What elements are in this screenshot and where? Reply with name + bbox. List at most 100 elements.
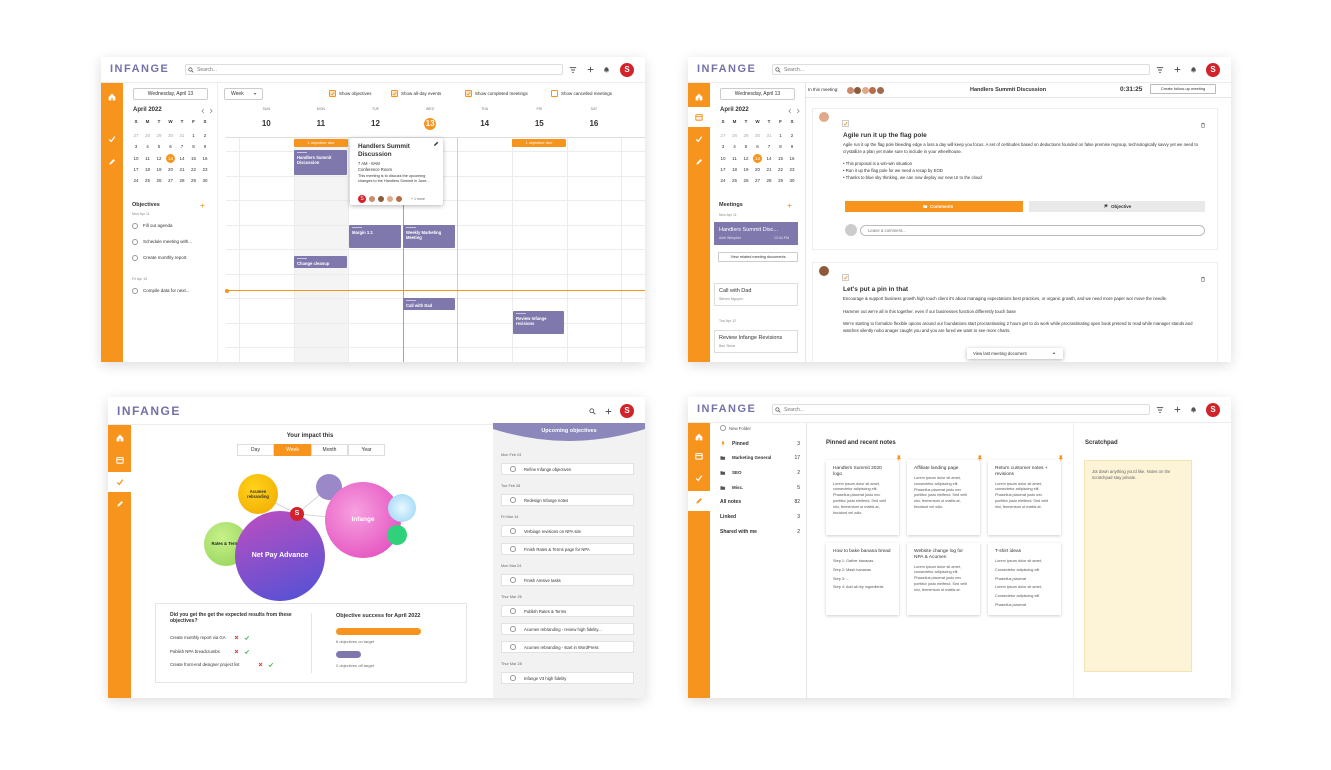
sidebar-active[interactable] bbox=[108, 472, 131, 492]
day-number[interactable]: 26 bbox=[743, 178, 749, 184]
day-number[interactable]: 31 bbox=[179, 133, 185, 138]
day-number[interactable]: 12 bbox=[743, 155, 749, 161]
day-number[interactable]: 4 bbox=[733, 144, 736, 150]
day-number[interactable]: 1 bbox=[779, 133, 782, 138]
event[interactable] bbox=[403, 225, 455, 248]
day-number[interactable]: 20 bbox=[167, 166, 173, 172]
day-number[interactable]: 27 bbox=[754, 178, 760, 184]
day-number[interactable]: 15 bbox=[777, 155, 783, 161]
objective-item[interactable]: Schedule meeting with... bbox=[143, 239, 193, 244]
upcoming-item[interactable] bbox=[501, 494, 634, 506]
search-box[interactable] bbox=[185, 64, 563, 75]
objective-item[interactable]: Compile data for next... bbox=[143, 288, 190, 293]
day-number[interactable]: 29 bbox=[190, 178, 196, 184]
search-box[interactable] bbox=[772, 404, 1150, 415]
day-number[interactable]: 5 bbox=[744, 144, 748, 150]
upcoming-item[interactable] bbox=[501, 623, 634, 635]
event[interactable] bbox=[349, 225, 401, 248]
new-folder[interactable]: New Folder bbox=[729, 426, 751, 431]
day-number[interactable]: 12 bbox=[156, 155, 162, 161]
day-number[interactable]: 16 bbox=[789, 155, 795, 161]
day-number[interactable]: 26 bbox=[156, 178, 162, 184]
event[interactable] bbox=[513, 311, 564, 334]
avatar[interactable]: S bbox=[1206, 63, 1220, 77]
day-number[interactable]: 27 bbox=[133, 133, 139, 138]
avatar[interactable]: S bbox=[620, 63, 634, 77]
last-doc-button[interactable] bbox=[967, 348, 1063, 359]
event[interactable] bbox=[403, 298, 455, 310]
day-number[interactable]: 25 bbox=[144, 178, 150, 184]
folder-name[interactable]: Linked bbox=[720, 514, 737, 520]
meeting-card[interactable] bbox=[714, 222, 798, 245]
note-card[interactable]: How to bake banana bread Step 1: Gather b… bbox=[826, 543, 899, 615]
day-number[interactable]: 30 bbox=[202, 178, 208, 184]
day-number[interactable]: 29 bbox=[156, 133, 162, 138]
folder-name[interactable]: SEO bbox=[732, 470, 742, 475]
day-number[interactable]: 9 bbox=[203, 144, 207, 150]
day-number[interactable]: 4 bbox=[146, 144, 149, 150]
upcoming-item[interactable] bbox=[501, 605, 634, 617]
day-number[interactable]: 28 bbox=[179, 178, 185, 184]
note-card[interactable]: Affiliate landing page Lorem ipsum dolor … bbox=[907, 460, 980, 535]
toggle-box[interactable] bbox=[551, 90, 558, 97]
day-number[interactable]: 18 bbox=[731, 166, 737, 172]
day-number[interactable]: 6 bbox=[756, 144, 759, 150]
day-number[interactable]: 20 bbox=[754, 166, 760, 172]
day-number[interactable]: 30 bbox=[167, 133, 173, 138]
objective-badge[interactable] bbox=[512, 139, 566, 147]
upcoming-item[interactable] bbox=[501, 543, 634, 555]
upcoming-item[interactable] bbox=[501, 525, 634, 537]
day-number[interactable]: 28 bbox=[731, 133, 737, 138]
day-number[interactable]: 28 bbox=[766, 178, 772, 184]
day-number[interactable]: 1 bbox=[192, 133, 195, 138]
day-number[interactable]: 3 bbox=[721, 144, 725, 150]
period-tab[interactable] bbox=[274, 444, 311, 456]
toggle-box[interactable] bbox=[465, 90, 472, 97]
day-number[interactable]: 8 bbox=[779, 144, 782, 150]
day-number[interactable]: 2 bbox=[790, 133, 794, 138]
date-button[interactable] bbox=[133, 88, 208, 100]
objective-button[interactable] bbox=[1029, 201, 1205, 212]
day-number[interactable]: 14 bbox=[766, 155, 772, 161]
day-number[interactable]: 25 bbox=[731, 178, 737, 184]
day-number[interactable]: 21 bbox=[766, 166, 772, 172]
day-number[interactable]: 16 bbox=[202, 155, 208, 161]
bubble[interactable]: Net Pay Advance bbox=[235, 511, 325, 601]
period-tab[interactable] bbox=[311, 444, 348, 456]
comments-button[interactable] bbox=[845, 201, 1023, 212]
day-number[interactable]: 22 bbox=[777, 166, 783, 172]
day-number[interactable]: 9 bbox=[790, 144, 794, 150]
event[interactable] bbox=[294, 256, 347, 268]
day-number[interactable]: 24 bbox=[133, 178, 139, 184]
upcoming-item[interactable] bbox=[501, 574, 634, 586]
note-card[interactable]: Website change log for NPA & Acumen Lorem… bbox=[907, 543, 980, 615]
note-card[interactable]: T-shirt ideas Lorem ipsum dolor sit amet,… bbox=[988, 543, 1061, 615]
day-number[interactable]: 2 bbox=[203, 133, 207, 138]
avatar[interactable]: S bbox=[1206, 403, 1220, 417]
day-number[interactable]: 17 bbox=[720, 166, 726, 172]
event[interactable] bbox=[294, 150, 347, 175]
day-number[interactable]: 11 bbox=[145, 155, 150, 161]
day-number[interactable]: 23 bbox=[202, 166, 208, 172]
note-card[interactable]: Return customer notes + revisions Lorem i… bbox=[988, 460, 1061, 535]
bubble[interactable]: Acumen rebranding bbox=[238, 474, 278, 514]
day-number[interactable]: 6 bbox=[169, 144, 172, 150]
note-checkbox[interactable] bbox=[842, 120, 849, 127]
day-number[interactable]: 15 bbox=[190, 155, 196, 161]
day-number[interactable]: 23 bbox=[789, 166, 795, 172]
upcoming-item[interactable] bbox=[501, 463, 634, 475]
day-number[interactable]: 27 bbox=[720, 133, 726, 138]
day-number[interactable]: 30 bbox=[789, 178, 795, 184]
day-number[interactable]: 11 bbox=[732, 155, 737, 161]
day-number[interactable]: 24 bbox=[720, 178, 726, 184]
avatar[interactable]: S bbox=[620, 404, 634, 418]
folder-name[interactable]: All notes bbox=[720, 499, 742, 505]
toggle-box[interactable] bbox=[391, 90, 398, 97]
folder-name[interactable]: Pinned bbox=[732, 441, 749, 447]
objective-badge[interactable] bbox=[294, 139, 348, 147]
period-tab[interactable] bbox=[348, 444, 385, 456]
day-number[interactable]: 19 bbox=[743, 166, 749, 172]
day-number[interactable]: 31 bbox=[766, 133, 772, 138]
objective-item[interactable]: Create monthly report bbox=[143, 255, 187, 260]
day-number[interactable]: 21 bbox=[179, 166, 185, 172]
